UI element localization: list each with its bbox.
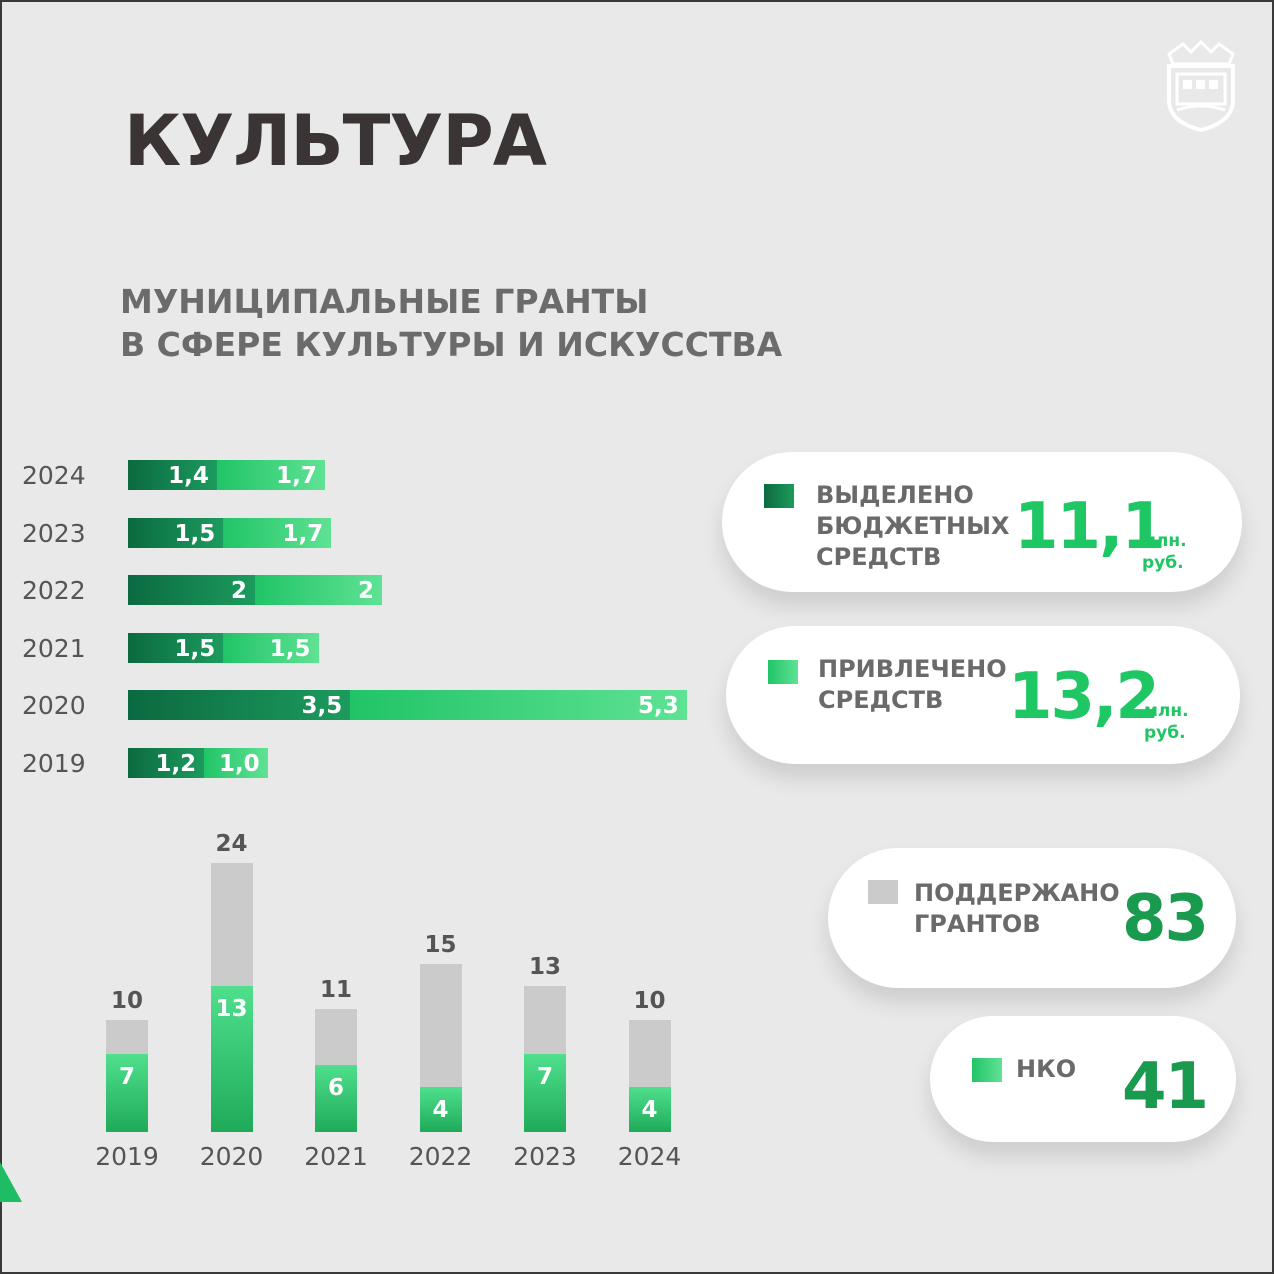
budget-label: ВЫДЕЛЕНО БЮДЖЕТНЫХ СРЕДСТВ	[816, 481, 1010, 571]
hbar-value-label: 1,7	[282, 520, 324, 547]
hbar-year-label: 2020	[22, 691, 86, 720]
hbar-row-2024: 2024 1,4 1,7	[0, 460, 700, 492]
hbar-segment-attracted	[216, 460, 325, 490]
hbar-year-label: 2024	[22, 461, 86, 490]
vbar-nko-label: 4	[432, 1097, 449, 1124]
hbar-value-label: 1,5	[174, 520, 216, 547]
chart-subtitle: МУНИЦИПАЛЬНЫЕ ГРАНТЫ В СФЕРЕ КУЛЬТУРЫ И …	[120, 280, 782, 366]
hbar-value-label: 5,3	[638, 693, 679, 719]
hbar-year-label: 2023	[22, 518, 86, 548]
hbar-value-label: 1,7	[276, 463, 317, 489]
grants-label: ПОДДЕРЖАНО ГРАНТОВ	[914, 879, 1120, 938]
vbar-year-label: 2021	[304, 1142, 368, 1171]
vbar-year-label: 2024	[617, 1142, 682, 1171]
hbar-segment-attracted	[223, 632, 319, 663]
vbar-year-label: 2023	[513, 1142, 577, 1171]
hbar-row-2019: 2019 1,2 1,0	[0, 747, 700, 780]
hbar-row-2020: 2020 3,5 5,3	[0, 690, 700, 722]
vbar-nko-label: 7	[118, 1063, 135, 1090]
page-title: КУЛЬТУРА	[124, 100, 547, 182]
hbar-year-label: 2019	[22, 748, 86, 778]
vbar-year-label: 2019	[95, 1142, 159, 1171]
vbar-nko-2023	[524, 1053, 566, 1132]
vbar-total-label: 15	[424, 932, 457, 958]
hbar-year-label: 2021	[22, 633, 86, 663]
hbar-row-2023: 2023 1,5 1,7	[0, 517, 700, 550]
nko-legend-square	[972, 1058, 1002, 1082]
vbar-nko-label: 4	[641, 1097, 658, 1124]
corner-accent	[0, 1162, 22, 1202]
hbar-segment-budget	[128, 632, 224, 663]
grants-legend-square	[868, 880, 898, 904]
vbar-nko-2019	[106, 1053, 148, 1132]
grants-card: ПОДДЕРЖАНО ГРАНТОВ 83	[828, 848, 1236, 988]
attracted-card: ПРИВЛЕЧЕНО СРЕДСТВ 13,2 млн. руб.	[726, 626, 1240, 764]
hbar-value-label: 1,5	[269, 635, 311, 662]
hbar-segment-attracted	[255, 575, 382, 605]
subtitle-line-1: МУНИЦИПАЛЬНЫЕ ГРАНТЫ	[120, 282, 649, 321]
hbar-year-label: 2022	[22, 576, 86, 605]
hbar-segment-attracted	[204, 747, 268, 778]
hbar-segment-budget	[128, 575, 255, 605]
vbar-nko-2020	[210, 986, 253, 1132]
vbar-total-label: 11	[319, 976, 352, 1003]
vbar-year-label: 2020	[199, 1142, 264, 1171]
nko-label: НКО	[1016, 1055, 1077, 1083]
nko-value: 41	[1122, 1050, 1209, 1124]
hbar-value-label: 1,5	[174, 635, 216, 662]
budget-unit: млн. руб.	[1142, 531, 1187, 573]
budget-card: ВЫДЕЛЕНО БЮДЖЕТНЫХ СРЕДСТВ 11,1 млн. руб…	[722, 452, 1242, 592]
hbar-segment-attracted	[223, 517, 332, 548]
hbar-segment-budget	[128, 517, 224, 548]
hbar-value-label: 1,0	[218, 750, 260, 777]
vbar-nko-label: 13	[215, 996, 248, 1023]
hbar-value-label: 1,2	[155, 750, 197, 777]
hbar-row-2022: 2022 2 2	[0, 575, 700, 607]
attracted-value: 13,2	[1008, 660, 1160, 734]
hbar-value-label: 3,5	[301, 693, 343, 719]
vbar-total-label: 24	[215, 831, 248, 858]
vbar-year-label: 2022	[408, 1142, 473, 1171]
hbar-segment-budget	[128, 690, 351, 720]
attracted-legend-square	[768, 660, 798, 684]
vbar-nko-2024	[628, 1087, 671, 1132]
nko-card: НКО 41	[930, 1016, 1236, 1142]
attracted-unit: млн. руб.	[1144, 701, 1189, 743]
vbar-nko-label: 6	[327, 1074, 344, 1101]
budget-value: 11,1	[1014, 490, 1166, 564]
vbar-total-label: 10	[633, 988, 666, 1014]
vbar-nko-2022	[419, 1087, 462, 1132]
vbar-nko-label: 7	[536, 1063, 553, 1090]
hbar-value-label: 2	[357, 578, 374, 604]
budget-legend-square	[764, 484, 794, 508]
hbar-segment-attracted	[350, 690, 687, 720]
hbar-value-label: 2	[230, 578, 247, 604]
subtitle-line-2: В СФЕРЕ КУЛЬТУРЫ И ИСКУССТВА	[120, 325, 783, 364]
vbar-nko-2021	[315, 1064, 357, 1132]
hbar-segment-budget	[128, 460, 217, 490]
coat-of-arms-icon	[1167, 40, 1235, 132]
hbar-segment-budget	[128, 747, 205, 778]
vbar-total-label: 13	[528, 954, 561, 981]
vbar-total-label: 10	[110, 988, 143, 1014]
grants-value: 83	[1122, 882, 1209, 956]
attracted-label: ПРИВЛЕЧЕНО СРЕДСТВ	[818, 655, 1007, 714]
hbar-value-label: 1,4	[168, 463, 209, 489]
hbar-row-2021: 2021 1,5 1,5	[0, 632, 700, 665]
